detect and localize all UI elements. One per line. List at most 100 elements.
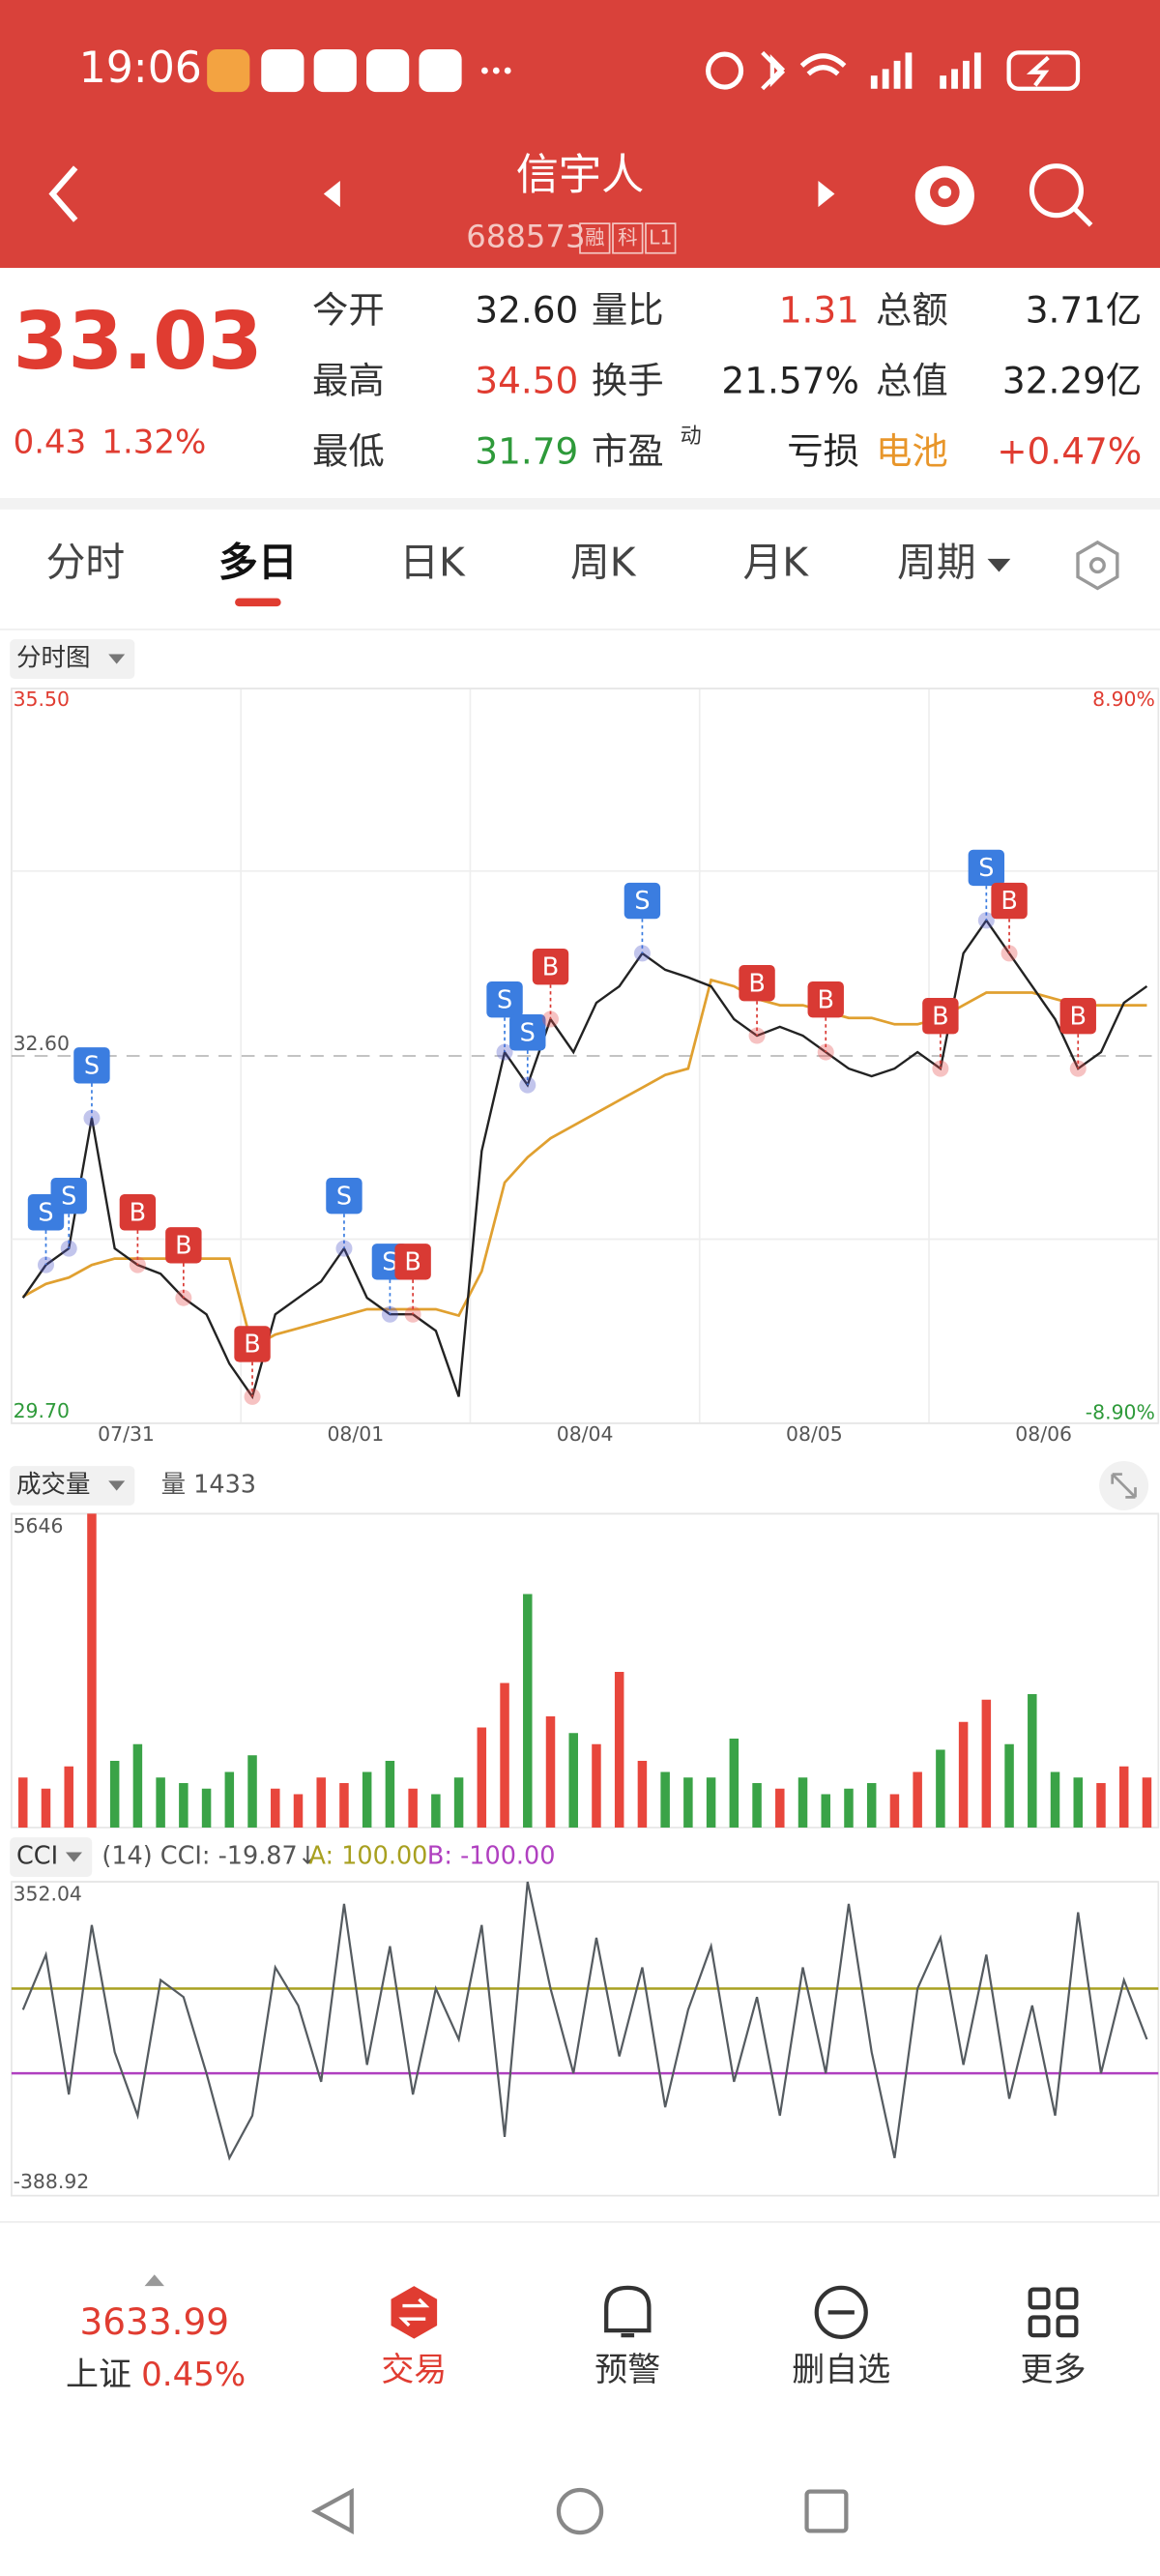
marker-label: B — [932, 1002, 948, 1031]
marker-label: B — [542, 952, 559, 981]
section-label: CCI — [16, 1842, 58, 1871]
volume-bar — [637, 1760, 648, 1828]
remove-icon[interactable] — [814, 2285, 868, 2339]
tab[interactable]: 周K — [570, 540, 637, 586]
volume-bar — [1004, 1743, 1014, 1828]
volume-bar — [1096, 1782, 1106, 1828]
tab[interactable]: 月K — [742, 540, 809, 586]
nav-item[interactable]: 预警 — [594, 2351, 660, 2389]
stat-label: 最高 — [312, 360, 385, 402]
volume-bar — [316, 1777, 326, 1828]
badge-box — [645, 222, 677, 254]
sys-home[interactable] — [556, 2487, 604, 2535]
volume-bar — [339, 1782, 349, 1828]
marker-label: S — [978, 854, 994, 883]
pct-label: -8.90% — [1086, 1401, 1155, 1424]
marker-dot — [817, 1043, 834, 1061]
volume-bar — [87, 1513, 97, 1828]
volume-bar — [64, 1766, 73, 1828]
index-value[interactable]: 3633.99 — [79, 2300, 229, 2343]
mascot-icon[interactable] — [914, 165, 974, 225]
tab[interactable]: 周期 — [897, 540, 976, 586]
volume-bar — [1073, 1777, 1083, 1828]
volume-bar — [866, 1782, 877, 1828]
nav-item[interactable]: 删自选 — [792, 2351, 890, 2389]
settings-button[interactable] — [1076, 540, 1119, 591]
price-change: 0.43 — [14, 423, 87, 461]
trade-icon — [398, 2298, 430, 2327]
tab[interactable]: 多日 — [218, 540, 298, 586]
marker-box — [119, 1194, 157, 1231]
volume-bar — [477, 1727, 487, 1828]
marker-dot — [1069, 1060, 1087, 1077]
volume-bar — [1142, 1777, 1152, 1828]
stat-label: 总值 — [876, 360, 948, 402]
marker-box — [1059, 998, 1096, 1035]
band-label: B: -100.00 — [427, 1842, 556, 1871]
section-chip[interactable] — [10, 1466, 135, 1506]
section-dropdown — [65, 1852, 82, 1862]
volume-bar — [1118, 1766, 1129, 1828]
x-tick-label: 08/06 — [1015, 1422, 1072, 1446]
volume-bar — [592, 1743, 601, 1828]
cci-frame — [11, 1881, 1160, 2197]
marker-box — [991, 882, 1028, 920]
back-button[interactable] — [48, 165, 78, 222]
section-chip[interactable] — [10, 1837, 93, 1877]
status-icons — [207, 48, 1081, 93]
volume-bar — [41, 1788, 51, 1828]
marker-label: B — [130, 1198, 146, 1227]
next-stock[interactable] — [818, 180, 835, 208]
stat-label: 总额 — [876, 288, 948, 331]
sys-back[interactable] — [310, 2488, 354, 2535]
volume-bar — [1028, 1693, 1037, 1828]
marker-box — [50, 1178, 87, 1215]
stat-value: 32.29亿 — [1002, 360, 1142, 402]
separator — [0, 497, 1160, 510]
more-icon[interactable] — [1028, 2287, 1079, 2338]
volume-bar — [385, 1760, 395, 1828]
marker-box — [739, 964, 775, 1002]
volume-bar — [1050, 1771, 1060, 1828]
marker-dot — [129, 1256, 146, 1273]
x-tick-label: 08/04 — [557, 1422, 614, 1446]
marker-label: S — [38, 1198, 53, 1227]
section-chip[interactable] — [10, 639, 135, 679]
marker-label: S — [61, 1182, 76, 1211]
search-button[interactable] — [1029, 163, 1093, 227]
badge: 科 — [618, 225, 637, 249]
marker-label: B — [175, 1232, 191, 1261]
marker-label: S — [634, 887, 650, 916]
marker-box — [532, 948, 569, 985]
volume-bar — [132, 1743, 143, 1828]
marker-box — [968, 849, 1005, 887]
marker-box — [624, 882, 661, 920]
tab-dropdown[interactable] — [987, 558, 1011, 572]
tab[interactable]: 日K — [399, 540, 466, 586]
tab-underline — [235, 598, 281, 607]
volume-bar — [936, 1749, 945, 1828]
volume-bar — [614, 1671, 624, 1828]
volume-bar — [408, 1788, 418, 1828]
index-arrow — [144, 2274, 164, 2287]
sys-recent[interactable] — [804, 2489, 849, 2533]
marker-dot — [83, 1109, 101, 1127]
nav-item[interactable]: 更多 — [1021, 2351, 1087, 2389]
stock-name: 信宇人 — [516, 151, 645, 200]
volume-bar — [729, 1738, 740, 1828]
marker-label: B — [1000, 887, 1017, 916]
nav-item[interactable]: 交易 — [381, 2351, 447, 2389]
y-tick-label: 5646 — [14, 1514, 64, 1537]
expand-button[interactable] — [1099, 1460, 1149, 1510]
tab[interactable]: 分时 — [46, 540, 126, 586]
prev-stock[interactable] — [323, 180, 340, 208]
y-tick-label: 29.70 — [14, 1399, 70, 1422]
y-tick-label: 32.60 — [14, 1032, 70, 1055]
volume-bar — [568, 1733, 578, 1828]
trade-icon[interactable] — [391, 2286, 438, 2339]
volume-bar — [821, 1794, 830, 1828]
volume-bar — [981, 1699, 992, 1828]
pct-label: 8.90% — [1092, 688, 1155, 711]
alert-icon[interactable] — [604, 2285, 652, 2338]
index-name: 上证 — [66, 2356, 131, 2394]
